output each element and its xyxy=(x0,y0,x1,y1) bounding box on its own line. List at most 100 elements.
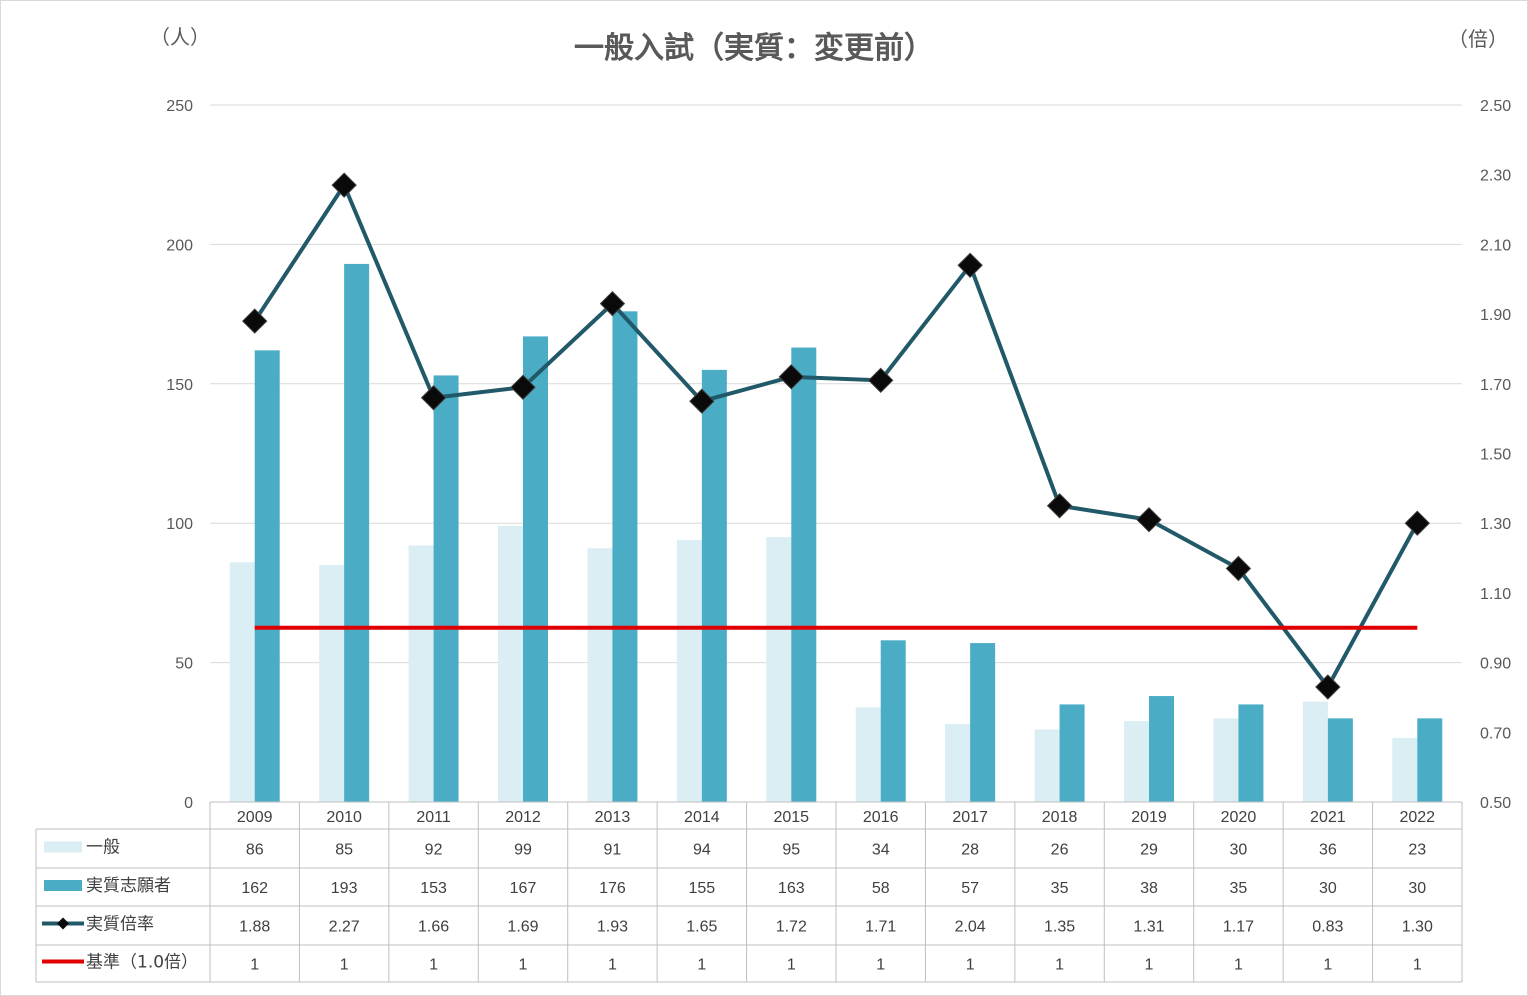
bar-applicants xyxy=(344,263,370,802)
category-label: 2015 xyxy=(773,809,809,826)
data-label: 1 xyxy=(1055,957,1064,974)
data-label: 153 xyxy=(420,880,447,897)
legend-key xyxy=(44,880,82,891)
data-label: 94 xyxy=(693,842,711,859)
data-label: 1 xyxy=(1234,957,1243,974)
data-label: 36 xyxy=(1319,842,1337,859)
bar-general xyxy=(1302,701,1328,802)
data-label: 58 xyxy=(872,880,890,897)
bar-applicants xyxy=(880,640,906,802)
bar-applicants xyxy=(254,350,280,802)
data-label: 1.30 xyxy=(1402,919,1433,936)
data-label: 35 xyxy=(1230,880,1248,897)
ratio-line xyxy=(253,183,1420,689)
data-label: 1 xyxy=(697,957,706,974)
bar-general xyxy=(408,545,434,802)
bar-general xyxy=(945,723,971,802)
data-label: 1 xyxy=(429,957,438,974)
ratio-point xyxy=(689,388,715,414)
data-label: 1 xyxy=(608,957,617,974)
data-label: 99 xyxy=(514,842,532,859)
bar-applicants xyxy=(791,347,817,802)
data-label: 2.04 xyxy=(955,919,986,936)
data-label: 91 xyxy=(604,842,622,859)
ratio-point xyxy=(331,172,357,198)
data-label: 26 xyxy=(1051,842,1069,859)
bar-general xyxy=(498,525,523,802)
data-label: 1 xyxy=(1323,957,1332,974)
category-label: 2012 xyxy=(505,809,541,826)
data-label: 85 xyxy=(335,842,353,859)
data-label: 1.31 xyxy=(1133,919,1164,936)
bar-applicants xyxy=(970,643,996,802)
data-label: 0.83 xyxy=(1312,919,1343,936)
bar-applicants xyxy=(433,375,459,802)
data-label: 1.88 xyxy=(239,919,270,936)
category-label: 2014 xyxy=(684,809,720,826)
bar-general xyxy=(319,565,345,802)
data-label: 1 xyxy=(250,957,259,974)
bar-general xyxy=(1124,721,1149,802)
data-label: 162 xyxy=(241,880,268,897)
bar-general xyxy=(587,548,613,802)
data-label: 176 xyxy=(599,880,626,897)
data-label: 34 xyxy=(872,842,890,859)
legend-label: 一般 xyxy=(86,838,120,858)
data-label: 57 xyxy=(961,880,979,897)
left-tick-label: 200 xyxy=(166,237,193,254)
data-label: 35 xyxy=(1051,880,1069,897)
right-tick-label: 0.90 xyxy=(1480,656,1511,673)
data-label: 1 xyxy=(1413,957,1422,974)
legend-label: 基準（1.0倍） xyxy=(86,953,198,973)
ratio-point xyxy=(242,308,268,334)
category-label: 2021 xyxy=(1310,809,1346,826)
bar-general xyxy=(1392,737,1418,802)
right-tick-label: 2.50 xyxy=(1480,98,1511,115)
data-label: 1.93 xyxy=(597,919,628,936)
bar-applicants xyxy=(1238,704,1264,802)
data-label: 1 xyxy=(1145,957,1154,974)
ratio-point xyxy=(1404,510,1430,536)
category-label: 2017 xyxy=(952,809,988,826)
category-label: 2010 xyxy=(326,809,362,826)
left-tick-label: 100 xyxy=(166,516,193,533)
ratio-point xyxy=(868,367,894,394)
ratio-point xyxy=(778,364,804,390)
right-tick-label: 1.90 xyxy=(1480,307,1511,324)
left-tick-label: 150 xyxy=(166,377,193,394)
data-label: 1.35 xyxy=(1044,919,1075,936)
bar-applicants xyxy=(612,311,638,802)
right-axis-ticks: 0.50 0.70 0.90 1.10 1.30 1.50 1.70 1.90 2.10 2.30… xyxy=(1480,98,1511,812)
category-label: 2018 xyxy=(1042,809,1078,826)
ratio-point xyxy=(420,385,447,411)
ratio-point xyxy=(1136,507,1162,533)
data-label: 23 xyxy=(1408,842,1426,859)
left-axis-ticks: 0 50 100 150 200 250 xyxy=(166,98,193,812)
data-label: 30 xyxy=(1230,842,1248,859)
data-label: 1 xyxy=(519,957,528,974)
data-label: 167 xyxy=(510,880,537,897)
data-label: 193 xyxy=(331,880,358,897)
right-tick-label: 0.50 xyxy=(1480,795,1511,812)
bar-general xyxy=(1213,718,1239,802)
data-label: 1.72 xyxy=(776,919,807,936)
ratio-point xyxy=(510,374,536,400)
ratio-point xyxy=(957,252,983,279)
data-label: 1 xyxy=(876,957,885,974)
left-axis-unit: （人） xyxy=(150,25,210,49)
bar-applicants xyxy=(1327,718,1353,802)
bar-applicants xyxy=(1417,718,1443,802)
data-label: 92 xyxy=(425,842,443,859)
legend-key xyxy=(44,841,82,853)
bar-general xyxy=(855,707,881,802)
data-label: 95 xyxy=(782,842,800,859)
data-label: 1.66 xyxy=(418,919,449,936)
bar-applicants xyxy=(701,369,727,802)
bar-applicants xyxy=(1149,696,1174,802)
data-label: 28 xyxy=(961,842,979,859)
bar-general xyxy=(766,537,792,802)
ratio-point xyxy=(1046,493,1073,519)
right-tick-label: 1.30 xyxy=(1480,516,1511,533)
